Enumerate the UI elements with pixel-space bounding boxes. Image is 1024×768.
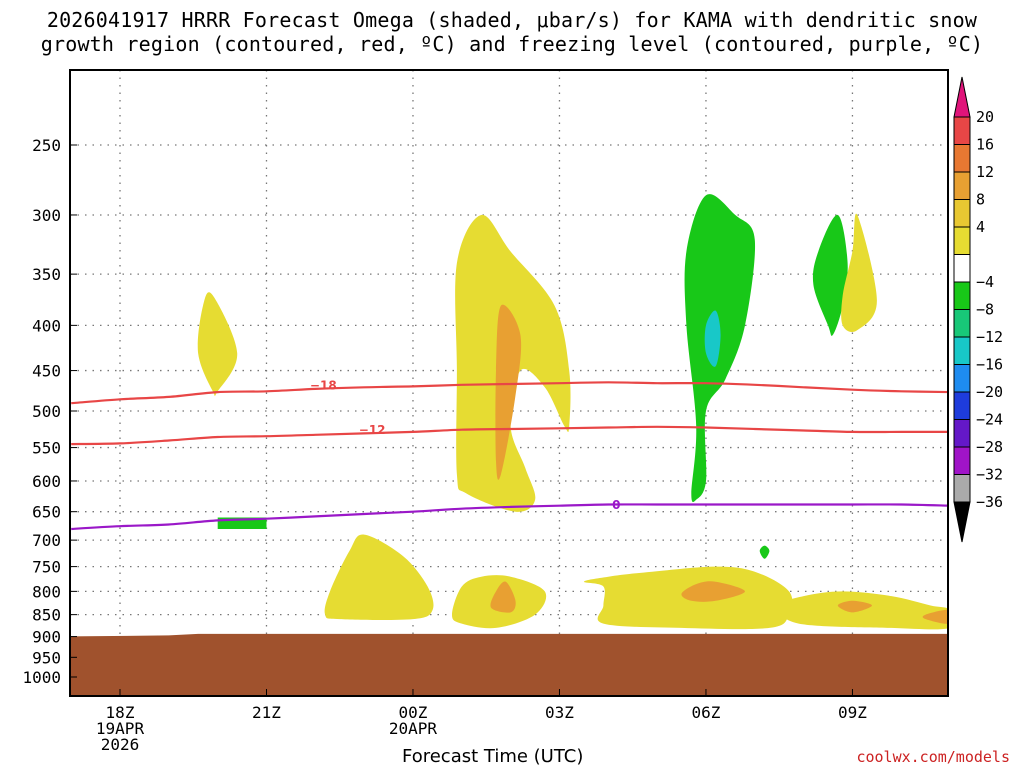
contour-label-dgz-minus18: −18 [310,378,337,392]
x-axis-title: Forecast Time (UTC) [402,746,584,767]
colorbar: 20 16 12 8 4 −4 −8 −12 −16 −20 −24 −28 −32 −36 [953,76,1003,543]
y-tick-label: 1000 [22,668,61,687]
colorbar-bottom-extension [953,501,971,543]
colorbar-tick-label: −24 [976,411,1003,429]
omega-region-yellow-lobe-09z [841,213,877,333]
terrain-fill [70,633,948,696]
colorbar-top-extension [953,76,971,118]
y-tick-label: 700 [32,531,61,550]
contour-dgz-minus18 [71,381,948,405]
omega-region-orange-low-09z [837,600,872,613]
colorbar-tick-label: −8 [976,301,994,319]
y-tick-label: 800 [32,582,61,601]
y-tick-label: 650 [32,503,61,522]
omega-region-orange-edge-11z [922,609,948,624]
omega-region-teal-core-05z [704,310,721,367]
colorbar-tick-label: 8 [976,191,985,209]
colorbar-bin [953,281,971,310]
omega-region-yellow-small-20z [197,292,238,397]
plot-frame [69,69,949,697]
colorbar-bin [953,199,971,228]
x-tick-label: 21Z [252,703,281,722]
colorbar-tick-label: 20 [976,108,994,126]
colorbar-bin [953,446,971,475]
y-tick-label: 550 [32,439,61,458]
colorbar-tick-label: −16 [976,356,1003,374]
colorbar-bin [953,171,971,200]
contour-lines: −18 −12 0 [71,378,948,531]
credit-link[interactable]: coolwx.com/models [856,748,1010,766]
contour-label-dgz-minus12: −12 [359,423,386,437]
y-tick-label: 350 [32,265,61,284]
colorbar-tick-label: −4 [976,273,994,291]
colorbar-bin [953,364,971,393]
omega-region-green-lobe-08z [812,214,848,336]
colorbar-bin [953,309,971,338]
colorbar-tick-label: −36 [976,493,1003,511]
y-tick-label: 450 [32,362,61,381]
contour-dgz-minus12 [71,425,948,446]
y-tick-label: 900 [32,628,61,647]
colorbar-tick-label: −20 [976,383,1003,401]
colorbar-bin [953,336,971,365]
colorbar-bin [953,254,971,283]
contour-label-freezing-level-0: 0 [612,498,620,512]
colorbar-bin [953,391,971,420]
colorbar-bin [953,144,971,173]
chart-title-line-1: 2026041917 HRRR Forecast Omega (shaded, … [46,8,978,32]
y-tick-label: 250 [32,136,61,155]
y-tick-label: 950 [32,648,61,667]
terrain [70,633,948,696]
y-tick-label: 400 [32,316,61,335]
omega-shading [197,194,948,630]
chart-title-line-2: growth region (contoured, red, ºC) and f… [40,32,984,56]
omega-region-orange-core-02z [495,304,522,480]
colorbar-tick-label: −32 [976,466,1003,484]
y-axis: 250 300 350 400 450 500 550 600 650 700 750 800 850 9… [22,136,77,687]
omega-region-yellow-low-22z [324,534,434,620]
colorbar-tick-label: 4 [976,218,985,236]
colorbar-tick-label: 12 [976,163,994,181]
x-tick-label: 18Z [106,703,135,722]
x-tick-label: 2026 [101,735,140,754]
y-tick-label: 300 [32,206,61,225]
x-tick-label: 06Z [692,703,721,722]
y-tick-label: 500 [32,402,61,421]
colorbar-bin [953,474,971,503]
colorbar-tick-label: 16 [976,136,994,154]
contour-freezing-level-0 [71,503,948,531]
colorbar-tick-label: −12 [976,328,1003,346]
x-tick-label: 03Z [545,703,574,722]
omega-region-orange-low-05z [681,581,745,602]
x-tick-label: 19APR [96,719,145,738]
x-tick-label: 20APR [389,719,438,738]
omega-region-yellow-low-09z [779,591,948,630]
colorbar-tick-label: −28 [976,438,1003,456]
omega-region-green-dot-07z [759,545,770,559]
omega-region-orange-low-01z [490,581,516,613]
y-tick-label: 750 [32,558,61,577]
y-tick-label: 850 [32,606,61,625]
x-tick-label: 09Z [838,703,867,722]
omega-region-green-column-05z [684,194,756,503]
colorbar-bin [953,226,971,255]
colorbar-bin [953,116,971,145]
colorbar-bin [953,419,971,448]
y-tick-label: 600 [32,472,61,491]
x-tick-label: 00Z [399,703,428,722]
